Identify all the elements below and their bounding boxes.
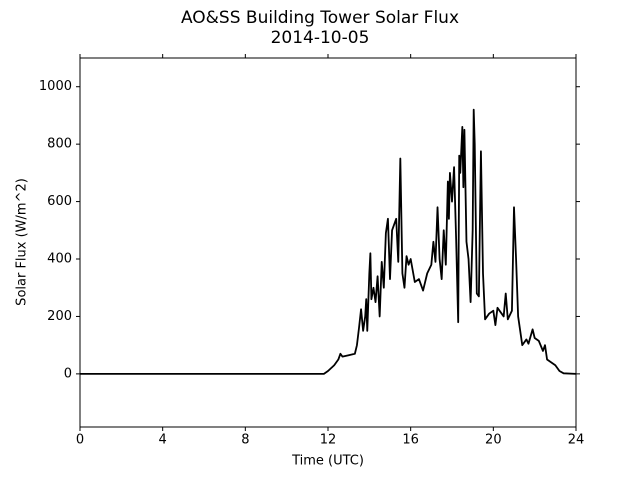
- x-tick-label: 24: [568, 433, 585, 448]
- plot-frame: [79, 57, 577, 428]
- y-tick-label: 800: [47, 137, 72, 152]
- x-tick-label: 16: [402, 433, 419, 448]
- x-tick-label: 4: [159, 433, 167, 448]
- y-tick-label: 0: [64, 366, 72, 381]
- x-tick-label: 20: [485, 433, 502, 448]
- y-axis-label: Solar Flux (W/m^2): [15, 178, 30, 306]
- y-tick-label: 200: [47, 309, 72, 324]
- data-line: [80, 108, 577, 375]
- chart-title: AO&SS Building Tower Solar Flux: [181, 8, 459, 28]
- chart-subtitle: 2014-10-05: [271, 28, 370, 48]
- x-tick-label: 8: [241, 433, 249, 448]
- x-tick-label: 12: [320, 433, 337, 448]
- y-tick-label: 400: [47, 252, 72, 267]
- x-tick-label: 0: [76, 433, 84, 448]
- y-tick-label: 1000: [39, 79, 72, 94]
- y-tick-label: 600: [47, 194, 72, 209]
- x-axis-label: Time (UTC): [291, 454, 364, 469]
